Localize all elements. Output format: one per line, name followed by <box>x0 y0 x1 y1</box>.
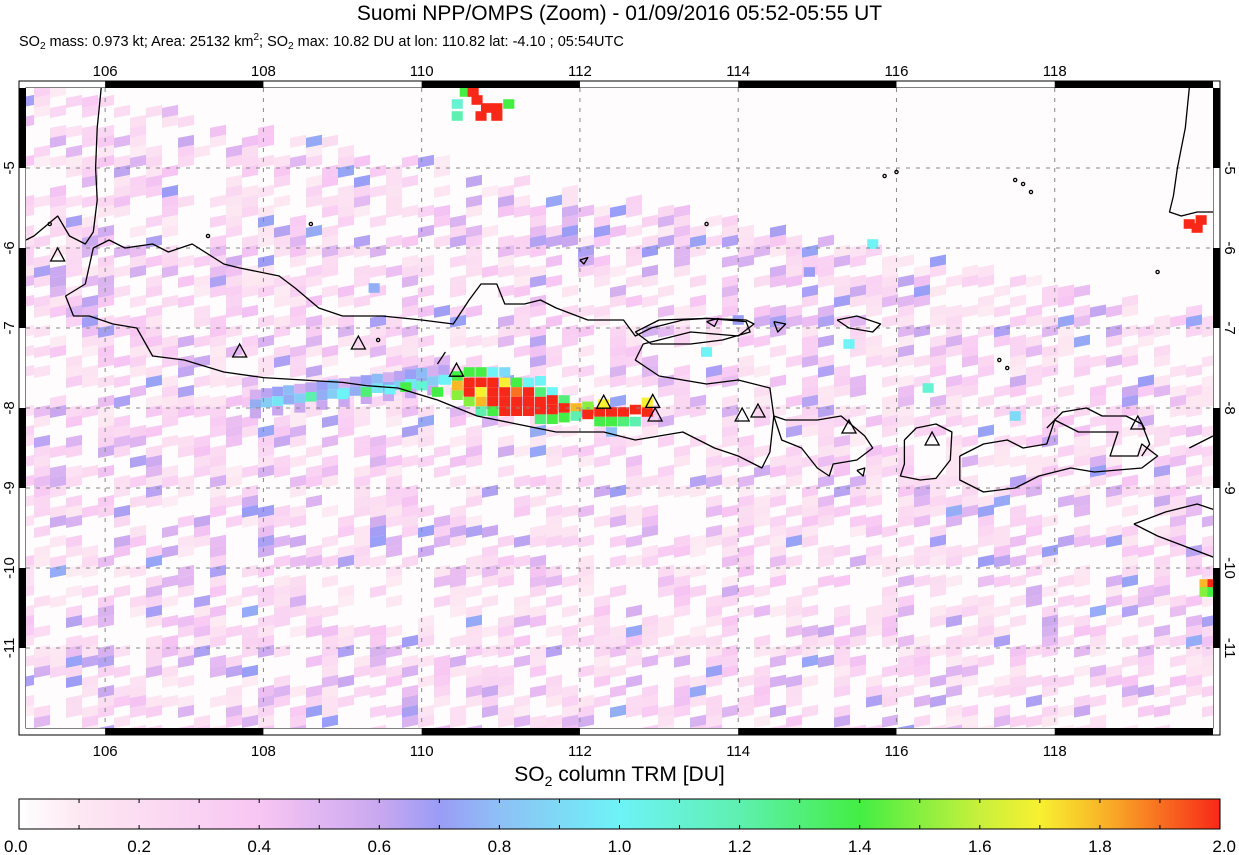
colorbar-tick-label: 2.0 <box>1212 837 1236 855</box>
colorbar-title-suffix: column TRM [DU] <box>552 763 725 786</box>
y-axis-left-labels: -5 -6 -7 -8 -9 -10 -11 <box>1 161 18 658</box>
y-tick-label-right: -9 <box>1221 481 1238 494</box>
x-tick-label-top: 110 <box>410 63 434 80</box>
max-subscript: 2 <box>288 41 294 52</box>
colorbar-tick-label: 0.4 <box>247 837 271 855</box>
area-superscript: 2 <box>253 32 260 43</box>
graticule <box>26 88 1213 728</box>
y-tick-label-left: -11 <box>1 638 18 659</box>
colorbar-gradient <box>18 798 1221 830</box>
coastlines <box>26 88 1213 558</box>
mass-area-text: mass: 0.973 kt; Area: 25132 km <box>45 34 254 50</box>
x-tick-label-top: 108 <box>251 63 276 80</box>
x-tick-label-bottom: 118 <box>1043 743 1067 760</box>
colorbar-tick-label: 1.6 <box>968 837 992 855</box>
colorbar-tick-label: 1.8 <box>1088 837 1112 855</box>
x-tick-label-top: 118 <box>1043 63 1067 80</box>
colorbar-tick-label: 0.0 <box>4 837 28 855</box>
x-tick-label-bottom: 110 <box>410 743 434 760</box>
volcano-icon <box>49 246 66 262</box>
x-tick-label-bottom: 108 <box>251 743 276 760</box>
y-tick-label-right: -8 <box>1221 401 1238 414</box>
y-tick-label-right: -6 <box>1221 241 1238 254</box>
volcano-icon <box>350 334 367 350</box>
volcano-icon <box>734 406 751 422</box>
colorbar-tick-label: 1.0 <box>608 837 632 855</box>
volcano-icon <box>595 393 612 409</box>
volcano-icon <box>647 406 664 422</box>
volcano-icon <box>644 393 661 409</box>
y-tick-label-left: -5 <box>1 161 18 174</box>
x-tick-label-top: 114 <box>726 63 750 80</box>
volcano-icon <box>840 418 858 434</box>
y-tick-label-left: -8 <box>1 401 18 414</box>
y-tick-label-right: -11 <box>1221 638 1238 659</box>
colorbar-tick-label: 0.8 <box>488 837 512 855</box>
y-tick-label-left: -6 <box>1 241 18 254</box>
max-text: max: 10.82 DU at lon: 110.82 lat: -4.10 … <box>293 34 624 50</box>
chart-title: Suomi NPP/OMPS (Zoom) - 01/09/2016 05:52… <box>356 2 883 25</box>
colorbar: 0.0 0.2 0.4 0.6 0.8 1.0 1.2 1.4 1.6 1.8 2.0 <box>4 798 1236 855</box>
volcano-markers <box>49 246 1146 446</box>
y-tick-label-left: -7 <box>1 321 18 334</box>
volcano-icon <box>448 361 465 377</box>
volcano-icon <box>231 342 248 358</box>
colorbar-title: SO2 column TRM [DU] <box>0 762 1239 788</box>
colorbar-title-prefix: SO <box>514 763 545 786</box>
colorbar-title-subscript: 2 <box>544 773 553 789</box>
colorbar-tick-label: 1.2 <box>728 837 752 855</box>
colorbar-tick-label: 1.4 <box>848 837 872 855</box>
colorbar-tick-label: 0.6 <box>367 837 391 855</box>
y-tick-label-left: -10 <box>1 557 18 579</box>
y-tick-label-left: -9 <box>1 481 18 494</box>
x-tick-label-top: 112 <box>568 63 592 80</box>
max-label: ; SO <box>259 34 289 50</box>
x-tick-label-bottom: 112 <box>568 743 592 760</box>
y-tick-label-right: -7 <box>1221 321 1238 334</box>
x-tick-label-top: 116 <box>885 63 909 80</box>
volcano-icon <box>923 430 941 446</box>
volcano-icon <box>1129 414 1146 430</box>
x-tick-label-bottom: 116 <box>885 743 909 760</box>
x-tick-label-bottom: 106 <box>93 743 118 760</box>
y-axis-right-labels: -5 -6 -7 -8 -9 -10 -11 <box>1221 161 1238 658</box>
colorbar-tick-label: 0.2 <box>127 837 151 855</box>
chart-subtitle: SO2 mass: 0.973 kt; Area: 25132 km2; SO2… <box>19 32 624 52</box>
volcano-icon <box>749 402 767 418</box>
mass-subscript: 2 <box>39 41 46 52</box>
x-tick-label-top: 106 <box>93 63 118 80</box>
mass-label: SO <box>19 34 40 50</box>
x-axis-bottom-labels: 106 108 110 112 114 116 118 <box>93 743 1067 760</box>
y-tick-label-right: -5 <box>1221 161 1238 174</box>
y-tick-label-right: -10 <box>1221 557 1238 579</box>
x-axis-top-labels: 106 108 110 112 114 116 118 <box>93 63 1067 80</box>
x-tick-label-bottom: 114 <box>726 743 750 760</box>
